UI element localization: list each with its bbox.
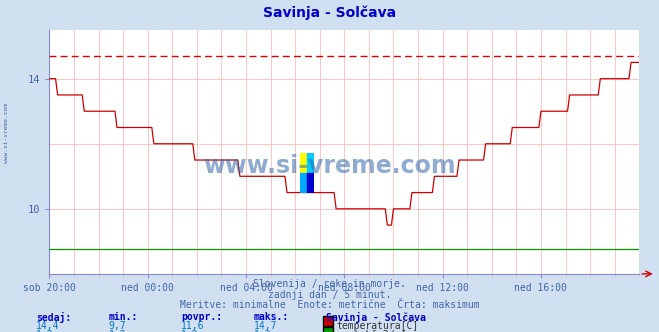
Text: 1,2: 1,2 [181, 330, 199, 332]
Text: www.si-vreme.com: www.si-vreme.com [203, 154, 456, 178]
Text: www.si-vreme.com: www.si-vreme.com [4, 103, 9, 163]
Text: Savinja - Solčava: Savinja - Solčava [263, 6, 396, 21]
Text: temperatura[C]: temperatura[C] [336, 321, 418, 331]
Text: 14,4: 14,4 [36, 321, 60, 331]
Text: maks.:: maks.: [254, 312, 289, 322]
Bar [307, 173, 314, 193]
Text: 1,2: 1,2 [109, 330, 127, 332]
Text: 1,3: 1,3 [254, 330, 272, 332]
Text: pretok[m3/s]: pretok[m3/s] [336, 330, 407, 332]
Text: sedaj:: sedaj: [36, 312, 71, 323]
Text: Meritve: minimalne  Enote: metrične  Črta: maksimum: Meritve: minimalne Enote: metrične Črta:… [180, 300, 479, 310]
Text: 1,2: 1,2 [36, 330, 54, 332]
Text: 11,6: 11,6 [181, 321, 205, 331]
Text: Slovenija / reke in morje.: Slovenija / reke in morje. [253, 279, 406, 289]
Bar [300, 173, 307, 193]
Text: 14,7: 14,7 [254, 321, 277, 331]
Text: 9,7: 9,7 [109, 321, 127, 331]
Text: Savinja - Solčava: Savinja - Solčava [326, 312, 426, 323]
Bar [307, 153, 314, 173]
Text: min.:: min.: [109, 312, 138, 322]
Text: povpr.:: povpr.: [181, 312, 222, 322]
Text: zadnji dan / 5 minut.: zadnji dan / 5 minut. [268, 290, 391, 299]
Bar [300, 153, 307, 173]
